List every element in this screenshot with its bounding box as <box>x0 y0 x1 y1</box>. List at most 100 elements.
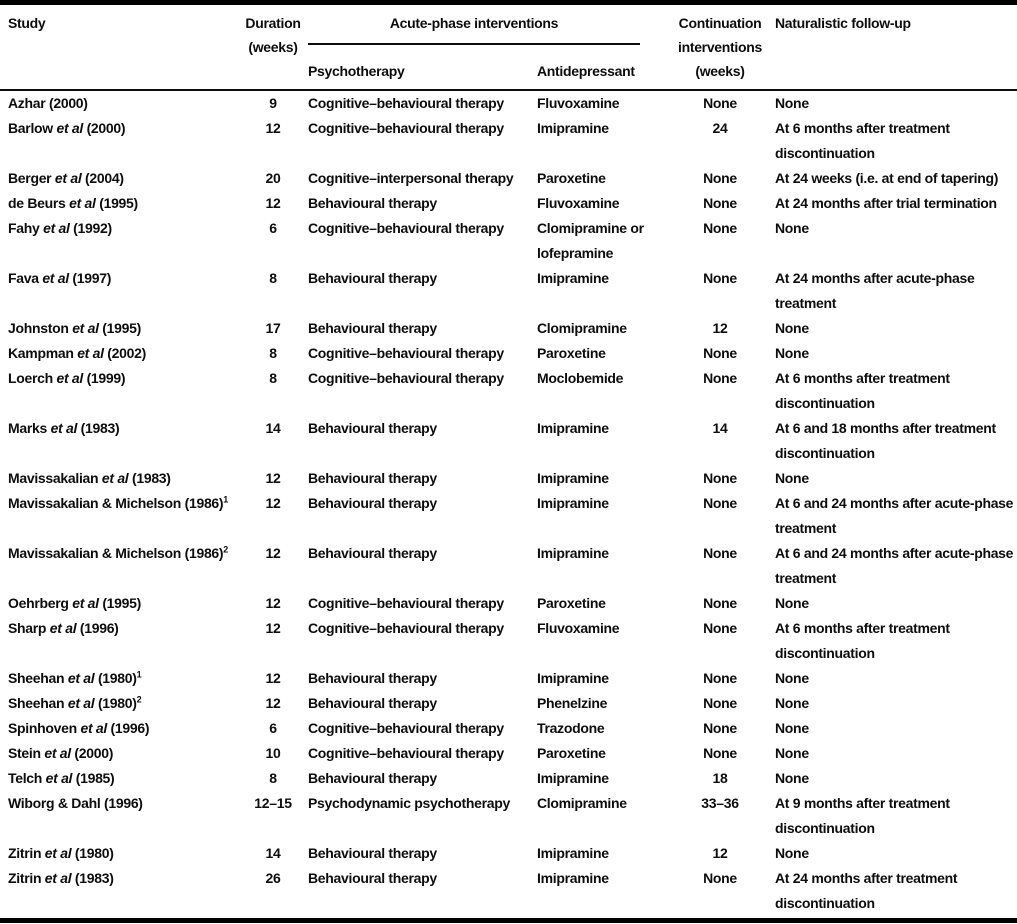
table-row: Fahy et al (1992) 6 Cognitive–behavioural … <box>0 216 1017 266</box>
continuation-cell: None <box>703 220 737 236</box>
continuation-cell: None <box>703 195 737 211</box>
study-cell: de Beurs et al (1995) <box>8 195 138 211</box>
psychotherapy-cell: Psychodynamic psychotherapy <box>308 795 510 811</box>
duration-cell: 12 <box>265 620 281 636</box>
antidepressant-cell: Fluvoxamine <box>537 195 620 211</box>
duration-cell: 8 <box>269 370 277 386</box>
duration-cell: 12 <box>265 195 281 211</box>
et-al-italic: et al <box>49 620 77 636</box>
psychotherapy-cell: Behavioural therapy <box>308 870 437 886</box>
et-al-italic: et al <box>56 120 83 136</box>
followup-cell: At 24 weeks (i.e. at end of tapering) <box>775 170 999 186</box>
table-row: Kampman et al (2002) 8 Cognitive–behaviour… <box>0 341 1017 366</box>
followup-cell: None <box>775 770 809 786</box>
followup-cell: At 6 and 18 months after treatment disco… <box>775 420 996 461</box>
table-row: Fava et al (1997) 8 Behavioural therapy Imi… <box>0 266 1017 316</box>
psychotherapy-cell: Cognitive–behavioural therapy <box>308 95 504 111</box>
antidepressant-cell: Imipramine <box>537 770 609 786</box>
psychotherapy-cell: Cognitive–interpersonal therapy <box>308 170 514 186</box>
antidepressant-cell: Imipramine <box>537 870 609 886</box>
study-cell: Sharp et al (1996) <box>8 620 119 636</box>
psychotherapy-cell: Cognitive–behavioural therapy <box>308 370 504 386</box>
column-group-header-acute-phase: Acute-phase interventions <box>308 11 640 45</box>
et-al-italic: et al <box>56 370 83 386</box>
continuation-cell: None <box>703 95 737 111</box>
psychotherapy-cell: Behavioural therapy <box>308 695 437 711</box>
study-cell: Sheehan et al (1980)1 <box>8 669 142 686</box>
table-row: Mavissakalian & Michelson (1986)2 12 Behav… <box>0 541 1017 591</box>
column-header-continuation-line1: Continuation <box>678 15 762 31</box>
et-al-italic: et al <box>69 195 96 211</box>
continuation-cell: None <box>703 620 737 636</box>
et-al-italic: et al <box>43 220 70 236</box>
table-header: Study Duration (weeks) Acute-phase inter… <box>0 5 1017 89</box>
followup-cell: None <box>775 845 809 861</box>
study-cell: Azhar (2000) <box>8 95 88 111</box>
duration-cell: 26 <box>265 870 281 886</box>
duration-cell: 17 <box>265 320 281 336</box>
duration-cell: 8 <box>269 770 277 786</box>
study-note-superscript: 1 <box>223 494 228 505</box>
study-cell: Mavissakalian & Michelson (1986)2 <box>8 544 228 561</box>
antidepressant-cell: Imipramine <box>537 420 609 436</box>
continuation-cell: None <box>703 170 737 186</box>
table-row: Berger et al (2004) 20 Cognitive–interpers… <box>0 166 1017 191</box>
followup-cell: None <box>775 745 809 761</box>
psychotherapy-cell: Cognitive–behavioural therapy <box>308 220 504 236</box>
continuation-cell: 18 <box>712 770 728 786</box>
continuation-cell: None <box>703 720 737 736</box>
column-header-followup: Naturalistic follow-up <box>775 15 911 31</box>
column-header-duration: Duration (weeks) <box>238 11 308 89</box>
followup-cell: At 6 months after treatment discontinuat… <box>775 120 950 161</box>
study-note-superscript: 2 <box>136 694 142 705</box>
continuation-cell: 12 <box>712 845 728 861</box>
followup-cell: None <box>775 220 809 236</box>
antidepressant-cell: Imipramine <box>537 845 609 861</box>
column-header-duration-line1: Duration <box>245 15 301 31</box>
duration-cell: 12 <box>265 670 281 686</box>
table-row: Azhar (2000) 9 Cognitive–behavioural thera… <box>0 91 1017 116</box>
followup-cell: At 6 and 24 months after acute-phase tre… <box>775 545 1014 586</box>
psychotherapy-cell: Behavioural therapy <box>308 670 437 686</box>
followup-cell: None <box>775 320 809 336</box>
study-cell: Barlow et al (2000) <box>8 120 126 136</box>
psychotherapy-cell: Behavioural therapy <box>308 320 437 336</box>
et-al-italic: et al <box>72 595 99 611</box>
column-header-study: Study <box>8 15 46 31</box>
antidepressant-cell: Imipramine <box>537 270 609 286</box>
antidepressant-cell: Paroxetine <box>537 170 606 186</box>
study-cell: Fava et al (1997) <box>8 270 112 286</box>
continuation-cell: None <box>703 370 737 386</box>
followup-cell: None <box>775 345 809 361</box>
duration-cell: 20 <box>265 170 281 186</box>
duration-cell: 12 <box>265 595 281 611</box>
antidepressant-cell: Paroxetine <box>537 745 606 761</box>
continuation-cell: None <box>703 745 737 761</box>
et-al-italic: et al <box>72 320 99 336</box>
duration-cell: 8 <box>269 345 277 361</box>
table-row: Spinhoven et al (1996) 6 Cognitive–behavio… <box>0 716 1017 741</box>
study-cell: Marks et al (1983) <box>8 420 120 436</box>
antidepressant-cell: Clomipramine <box>537 795 627 811</box>
continuation-cell: 14 <box>712 420 728 436</box>
continuation-cell: None <box>703 670 737 686</box>
column-header-continuation-line3: (weeks) <box>695 63 745 79</box>
study-cell: Kampman et al (2002) <box>8 345 146 361</box>
antidepressant-cell: Fluvoxamine <box>537 620 620 636</box>
antidepressant-cell: Imipramine <box>537 545 609 561</box>
study-cell: Mavissakalian & Michelson (1986)1 <box>8 494 228 511</box>
duration-cell: 12 <box>265 545 281 561</box>
continuation-cell: None <box>703 270 737 286</box>
antidepressant-cell: Phenelzine <box>537 695 608 711</box>
study-cell: Stein et al (2000) <box>8 745 114 761</box>
psychotherapy-cell: Behavioural therapy <box>308 195 437 211</box>
et-al-italic: et al <box>67 670 95 686</box>
duration-cell: 10 <box>265 745 281 761</box>
et-al-italic: et al <box>44 870 72 886</box>
psychotherapy-cell: Behavioural therapy <box>308 470 437 486</box>
continuation-cell: None <box>703 470 737 486</box>
duration-cell: 14 <box>265 845 281 861</box>
psychotherapy-cell: Behavioural therapy <box>308 545 437 561</box>
followup-cell: At 24 months after acute-phase treatment <box>775 270 975 311</box>
